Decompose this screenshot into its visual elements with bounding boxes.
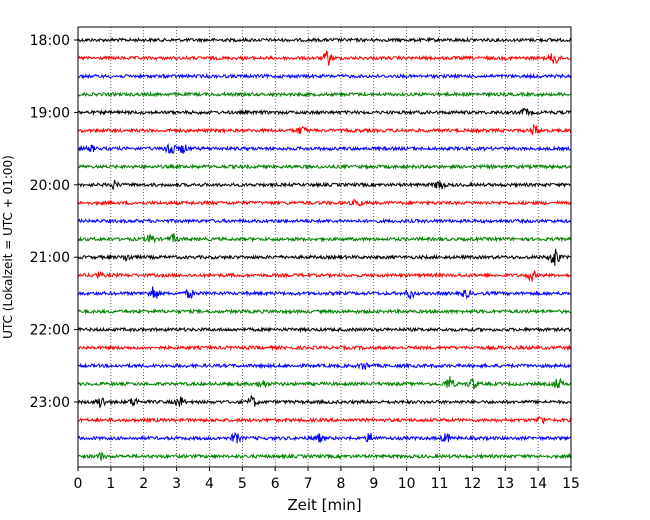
trace-row [77, 72, 572, 80]
x-tick-label: 10 [398, 476, 416, 492]
plot-frame [77, 26, 572, 468]
x-tick-label: 3 [172, 476, 181, 492]
x-tick-label: 2 [139, 476, 148, 492]
x-tick-label: 13 [496, 476, 514, 492]
trace-row [77, 143, 572, 155]
x-tick-label: 9 [369, 476, 378, 492]
trace-row [77, 124, 572, 136]
y-axis-label: UTC (Lokalzeit = UTC + 01:00) [1, 155, 15, 339]
y-tick-label: 22:00 [30, 323, 70, 339]
grid-lines [110, 27, 539, 467]
x-tick-label: 12 [463, 476, 481, 492]
y-tick-label: 21:00 [30, 250, 70, 266]
x-tick-label: 7 [304, 476, 313, 492]
x-tick-label: 15 [562, 476, 580, 492]
trace-row [77, 163, 572, 171]
trace-row [77, 431, 572, 444]
trace-row [77, 344, 572, 352]
trace-row [77, 198, 572, 207]
trace-row [77, 326, 572, 334]
trace-rows [77, 36, 572, 462]
x-tick-label: 8 [336, 476, 345, 492]
trace-row [77, 217, 572, 225]
trace-row [77, 179, 572, 191]
x-axis: 0 1 2 3 4 5 6 7 8 9 10 11 12 13 14 15 [74, 467, 580, 492]
x-tick-label: 5 [238, 476, 247, 492]
trace-row [77, 36, 572, 44]
trace-row [77, 270, 572, 282]
y-tick-label: 23:00 [30, 395, 70, 411]
x-tick-label: 1 [106, 476, 115, 492]
x-axis-label: Zeit [min] [287, 496, 361, 514]
x-tick-label: 0 [74, 476, 83, 492]
y-axis: 18:00 19:00 20:00 21:00 22:00 23:00 [30, 33, 78, 411]
y-tick-label: 19:00 [30, 105, 70, 121]
trace-row [77, 50, 572, 66]
trace-row [77, 107, 572, 117]
trace-row [77, 248, 572, 266]
trace-row [77, 362, 572, 370]
trace-row [77, 376, 572, 391]
trace-row [77, 90, 572, 98]
trace-row [77, 233, 572, 244]
x-tick-label: 6 [271, 476, 280, 492]
trace-row [77, 286, 572, 300]
y-tick-label: 18:00 [30, 33, 70, 49]
y-tick-label: 20:00 [30, 178, 70, 194]
x-tick-label: 11 [431, 476, 449, 492]
trace-row [77, 415, 572, 425]
trace-row [78, 307, 572, 315]
trace-row [77, 394, 572, 409]
trace-row [77, 451, 572, 462]
x-tick-label: 4 [205, 476, 214, 492]
x-tick-label: 14 [529, 476, 547, 492]
